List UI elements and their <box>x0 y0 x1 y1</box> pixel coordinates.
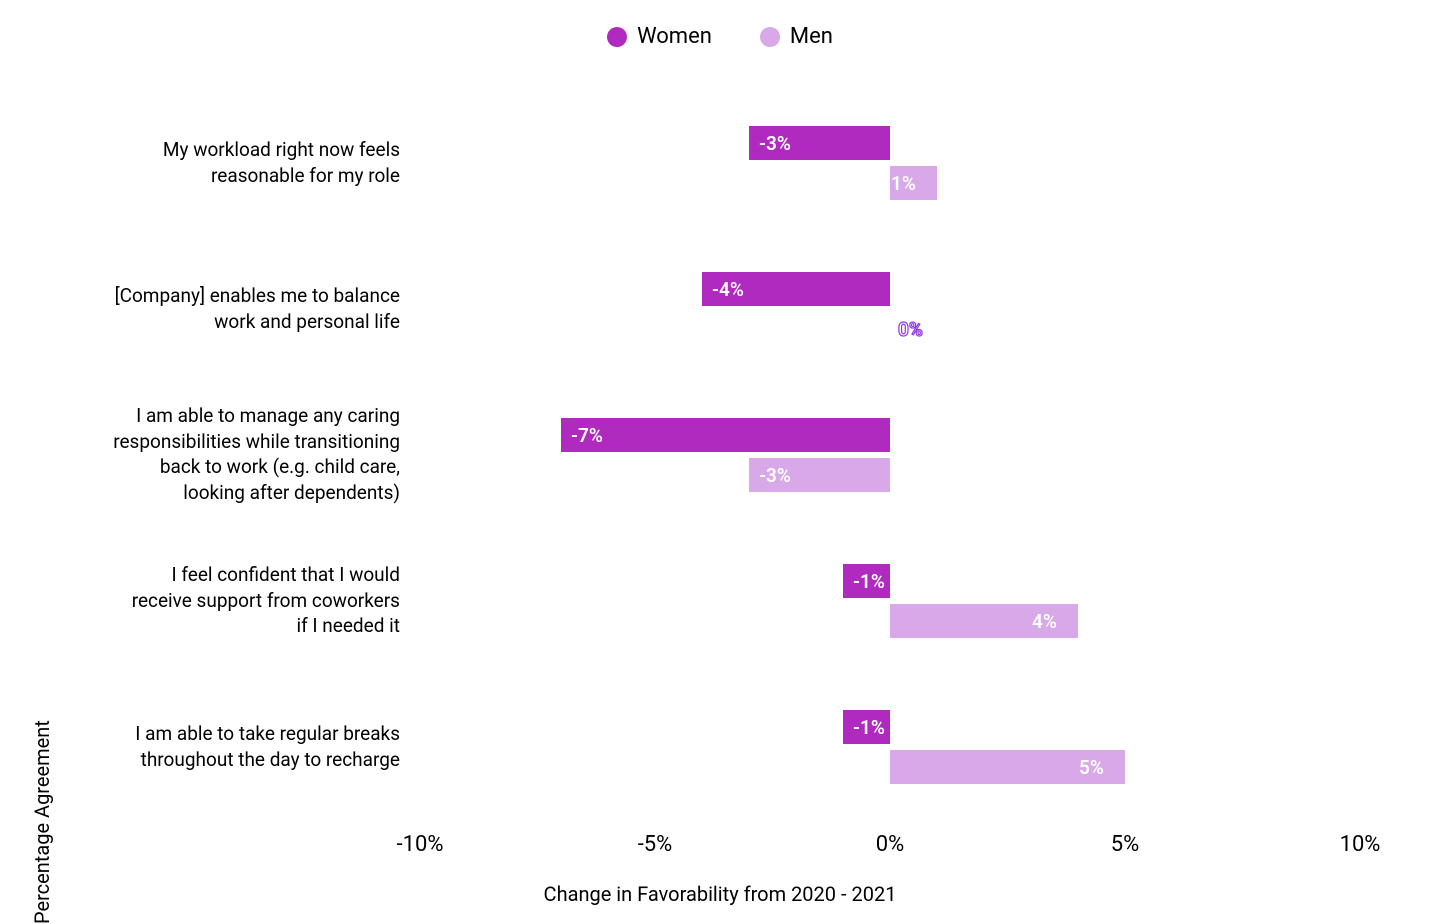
legend-label-women: Women <box>637 24 712 49</box>
x-tick-label: -10% <box>397 832 444 857</box>
bar-value-label: -7% <box>571 424 603 447</box>
category-label: I am able to take regular breaksthrougho… <box>100 721 400 772</box>
bar-value-label: 5% <box>1079 756 1104 779</box>
bar-value-label: 4% <box>1032 610 1057 633</box>
category-label: I feel confident that I wouldreceive sup… <box>100 562 400 639</box>
legend-label-men: Men <box>790 24 833 49</box>
bar-value-label: -3% <box>759 132 791 155</box>
x-tick-label: 0% <box>876 832 904 857</box>
legend-item-men: Men <box>760 24 833 49</box>
bar-value-label: -1% <box>853 716 885 739</box>
category-label: [Company] enables me to balancework and … <box>100 283 400 334</box>
legend: Women Men <box>0 24 1440 49</box>
x-tick-label: 10% <box>1340 832 1381 857</box>
legend-swatch-men <box>760 27 780 47</box>
bar-value-label: -4% <box>712 278 744 301</box>
bar-value-label: -3% <box>759 464 791 487</box>
bar-value-label: 0% <box>898 318 923 341</box>
category-label: My workload right now feelsreasonable fo… <box>100 137 400 188</box>
legend-swatch-women <box>607 27 627 47</box>
category-label: I am able to manage any caringresponsibi… <box>100 403 400 506</box>
bar-value-label: 1% <box>891 172 916 195</box>
bar-value-label: -1% <box>853 570 885 593</box>
x-axis-title: Change in Favorability from 2020 - 2021 <box>0 882 1440 906</box>
legend-item-women: Women <box>607 24 712 49</box>
x-tick-label: 5% <box>1111 832 1139 857</box>
x-tick-label: -5% <box>638 832 673 857</box>
favorability-change-chart: Women Men Percentage Agreement Change in… <box>0 0 1440 924</box>
y-axis-title: Percentage Agreement <box>30 0 54 924</box>
bar-women <box>561 418 890 452</box>
